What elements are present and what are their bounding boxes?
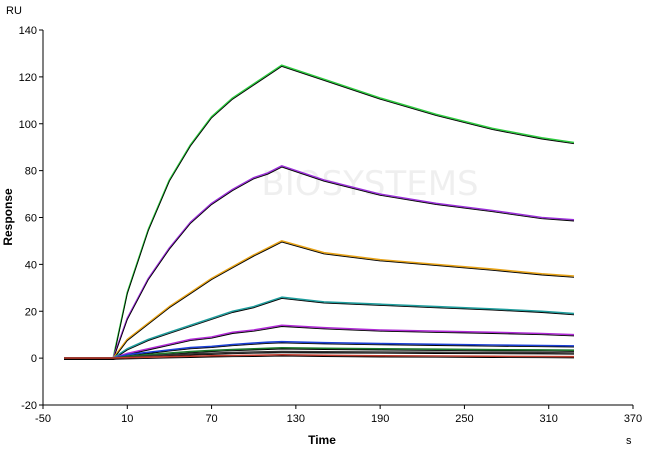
y-tick-label: 100 bbox=[19, 119, 37, 131]
y-tick-label: 40 bbox=[25, 259, 37, 271]
x-tick-label: 370 bbox=[624, 413, 642, 425]
fit-line-3 bbox=[64, 241, 575, 360]
x-tick-label: 70 bbox=[205, 413, 217, 425]
series-layer bbox=[64, 64, 575, 360]
y-tick-label: 80 bbox=[25, 166, 37, 178]
y-tick-label: 60 bbox=[25, 213, 37, 225]
series-line-3 bbox=[64, 240, 575, 359]
series-line-5 bbox=[64, 324, 575, 359]
x-tick-label: 130 bbox=[287, 413, 305, 425]
y-tick-label: 20 bbox=[25, 306, 37, 318]
x-axis-title: Time bbox=[308, 433, 336, 447]
x-tick-label: 190 bbox=[371, 413, 389, 425]
series-line-8 bbox=[64, 350, 575, 359]
fit-line-1 bbox=[64, 65, 575, 360]
y-unit-label: RU bbox=[6, 5, 22, 17]
y-tick-label: 140 bbox=[19, 25, 37, 37]
fit-line-6 bbox=[64, 342, 575, 360]
y-axis-title: Response bbox=[1, 188, 15, 246]
y-tick-label: 120 bbox=[19, 72, 37, 84]
x-tick-label: 10 bbox=[121, 413, 133, 425]
y-tick-label: 0 bbox=[31, 353, 37, 365]
fit-line-4 bbox=[64, 297, 575, 360]
series-line-9 bbox=[64, 353, 575, 359]
x-tick-label: -50 bbox=[35, 413, 51, 425]
y-tick-label: -20 bbox=[21, 400, 37, 412]
fit-line-2 bbox=[64, 166, 575, 360]
axes: -20 0 20 40 60 80 100 120 140 -50 10 70 130 190 250 310… bbox=[19, 25, 643, 425]
series-line-2 bbox=[64, 165, 575, 359]
fit-line-5 bbox=[64, 326, 575, 360]
x-tick-label: 250 bbox=[455, 413, 473, 425]
series-line-6 bbox=[64, 340, 575, 359]
series-line-4 bbox=[64, 296, 575, 359]
x-tick-label: 310 bbox=[540, 413, 558, 425]
fit-line-9 bbox=[64, 355, 575, 360]
x-unit-label: s bbox=[626, 435, 632, 447]
series-line-7 bbox=[64, 346, 575, 359]
